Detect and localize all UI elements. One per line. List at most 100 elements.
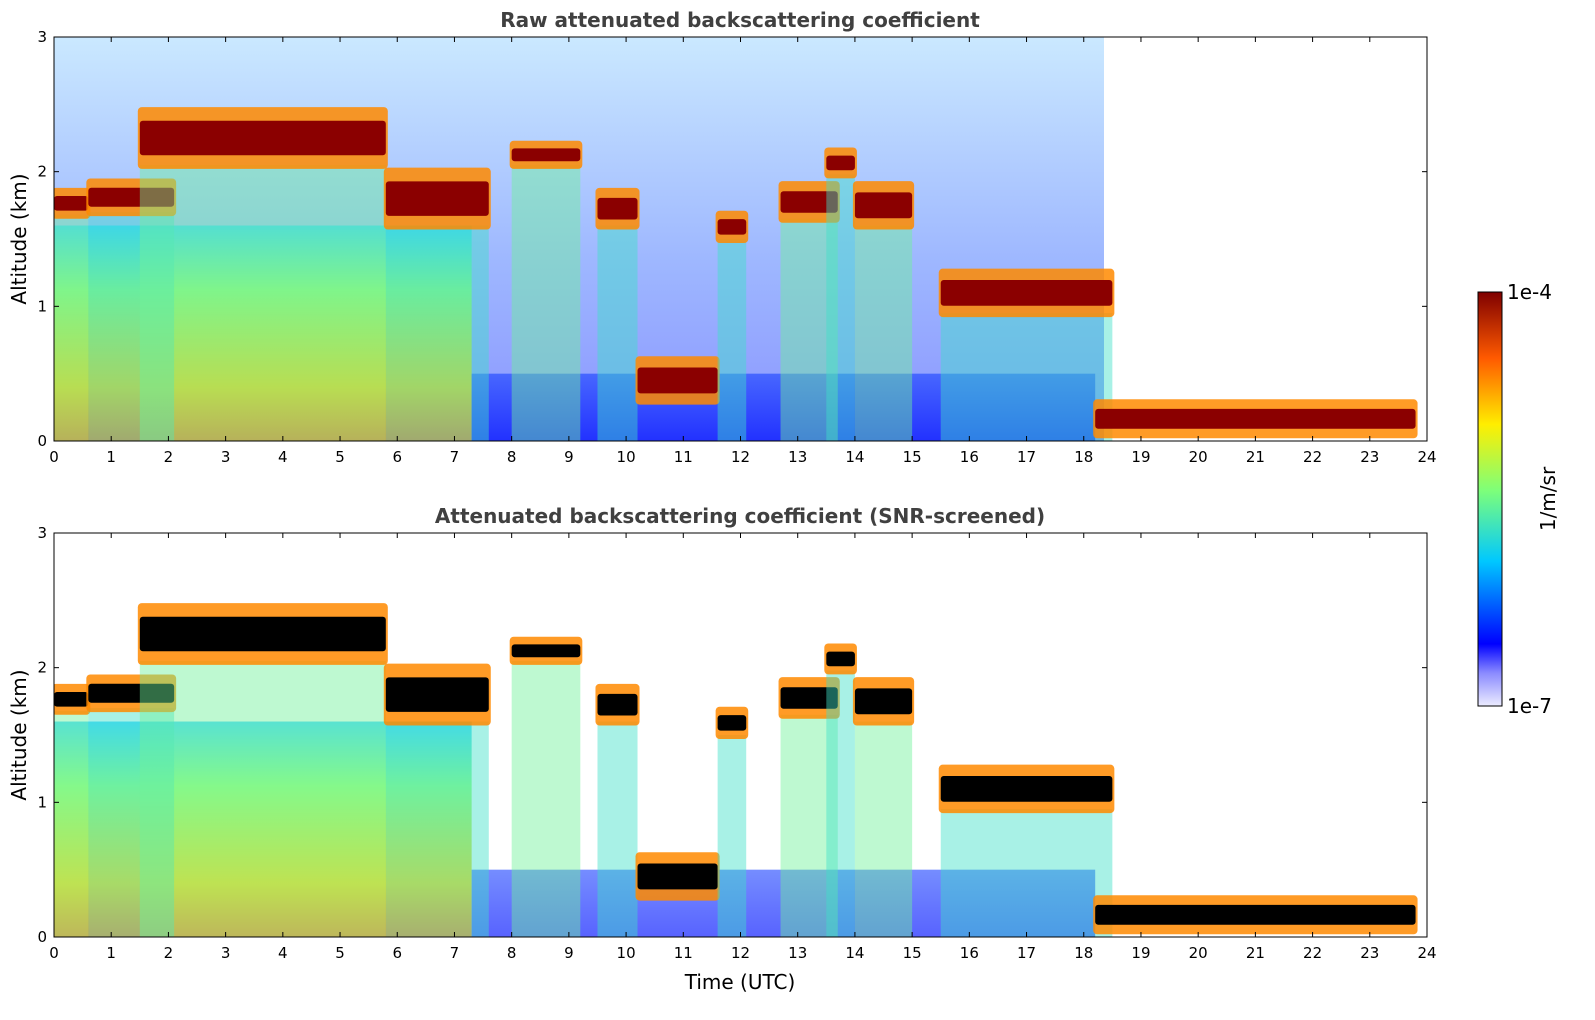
- bottom-cloud-layer: [385, 677, 489, 712]
- top-x-tick-label: 6: [392, 448, 402, 466]
- bottom-cloud-column: [826, 670, 855, 937]
- top-y-axis: 0 1 2 3: [37, 28, 1427, 450]
- x-axis-label: Time (UTC): [684, 970, 796, 994]
- top-chart-title: Raw attenuated backscattering coefficien…: [500, 8, 980, 32]
- bottom-y-tick-label: 2: [37, 659, 47, 677]
- colorbar-max-label: 1e-4: [1507, 280, 1552, 304]
- top-cloud-column: [826, 174, 855, 441]
- bottom-x-tick-label: 18: [1074, 944, 1093, 962]
- top-y-tick-label: 2: [37, 163, 47, 181]
- top-x-tick-label: 19: [1131, 448, 1150, 466]
- bottom-x-axis: 0 1 2 3 4 5 6 7 8 9 10 11 12 13 14 15 16 17 18 19 20 21 22 23 24: [49, 533, 1437, 962]
- bottom-cloud-column: [139, 660, 386, 937]
- top-x-tick-label: 21: [1246, 448, 1265, 466]
- top-plot-area: [54, 37, 1427, 441]
- top-lowlevel-region: [471, 373, 1096, 441]
- top-x-tick-label: 8: [507, 448, 517, 466]
- bottom-x-tick-label: 0: [49, 944, 59, 962]
- bottom-x-tick-label: 12: [731, 944, 750, 962]
- bottom-x-tick-label: 11: [674, 944, 693, 962]
- bottom-x-tick-label: 22: [1303, 944, 1322, 962]
- top-x-tick-label: 1: [106, 448, 116, 466]
- bottom-cloud-column: [511, 660, 581, 937]
- bottom-cloud-layer: [780, 687, 838, 709]
- bottom-cloud-layer: [854, 688, 913, 715]
- top-heatmap-layers: [54, 107, 1418, 441]
- bottom-y-axis: 0 1 2 3: [37, 524, 1427, 946]
- top-x-tick-label: 16: [960, 448, 979, 466]
- bottom-cloud-layer: [597, 693, 638, 716]
- bottom-cloud-column: [940, 809, 1113, 937]
- bottom-x-tick-label: 20: [1189, 944, 1208, 962]
- top-cloud-column: [511, 164, 581, 441]
- bottom-x-tick-label: 23: [1360, 944, 1379, 962]
- bottom-x-tick-label: 8: [507, 944, 517, 962]
- bottom-x-tick-label: 4: [278, 944, 288, 962]
- bottom-cloud-layer: [637, 863, 718, 890]
- top-cloud-column: [88, 212, 175, 441]
- bottom-cloud-layer: [88, 683, 175, 703]
- top-x-tick-label: 11: [674, 448, 693, 466]
- bottom-x-tick-label: 14: [845, 944, 864, 962]
- bottom-cloud-column: [88, 708, 175, 937]
- top-cloud-column: [597, 225, 638, 441]
- bottom-x-tick-label: 16: [960, 944, 979, 962]
- top-cloud-layer: [511, 148, 581, 162]
- top-cloud-column: [717, 239, 747, 441]
- bottom-x-tick-label: 15: [903, 944, 922, 962]
- top-cloud-layer: [139, 120, 386, 156]
- top-x-tick-label: 22: [1303, 448, 1322, 466]
- top-x-tick-label: 20: [1189, 448, 1208, 466]
- bottom-y-axis-label: Altitude (km): [7, 669, 31, 800]
- top-x-axis: 0 1 2 3 4 5 6 7 8 9 10 11 12 13 14 15 16 17 18 19 20 21 22 23 24: [49, 37, 1437, 466]
- bottom-x-tick-label: 6: [392, 944, 402, 962]
- top-cloud-column: [940, 313, 1113, 441]
- top-cloud-column: [385, 225, 489, 441]
- top-x-tick-label: 23: [1360, 448, 1379, 466]
- bottom-cloud-layer: [139, 616, 386, 652]
- top-x-tick-label: 13: [788, 448, 807, 466]
- top-cloud-layer: [88, 187, 175, 207]
- top-cloud-layer: [385, 181, 489, 216]
- colorbar-gradient: [1477, 291, 1503, 707]
- top-x-tick-label: 17: [1017, 448, 1036, 466]
- bottom-cloud-column: [597, 721, 638, 937]
- top-x-tick-label: 18: [1074, 448, 1093, 466]
- bottom-cloud-column: [854, 721, 913, 937]
- top-cloud-column: [854, 225, 913, 441]
- top-x-tick-label: 0: [49, 448, 59, 466]
- bottom-cloud-column: [717, 735, 747, 937]
- top-aerosol-region: [54, 225, 472, 441]
- top-cloud-layer: [1095, 408, 1416, 429]
- top-x-tick-label: 24: [1417, 448, 1436, 466]
- bottom-x-tick-label: 1: [106, 944, 116, 962]
- bottom-cloud-column: [385, 721, 489, 937]
- bottom-y-tick-label: 3: [37, 524, 47, 542]
- top-sparse-region: [1104, 37, 1427, 441]
- colorbar: 1e-4 1e-7 1/m/sr: [1477, 280, 1560, 718]
- bottom-heatmap-layers: [54, 603, 1418, 937]
- top-cloud-layer: [854, 192, 913, 219]
- colorbar-unit-label: 1/m/sr: [1536, 466, 1560, 531]
- bottom-x-tick-label: 13: [788, 944, 807, 962]
- top-x-tick-label: 10: [617, 448, 636, 466]
- bottom-x-tick-label: 7: [450, 944, 460, 962]
- bottom-lowlevel-region: [471, 869, 1096, 937]
- top-x-tick-label: 4: [278, 448, 288, 466]
- top-cloud-layer: [826, 155, 855, 171]
- top-cloud-layer: [940, 279, 1113, 306]
- bottom-x-tick-label: 2: [164, 944, 174, 962]
- top-y-tick-label: 0: [37, 432, 47, 450]
- top-cloud-layer: [637, 367, 718, 394]
- bottom-x-tick-label: 9: [564, 944, 574, 962]
- bottom-x-tick-label: 17: [1017, 944, 1036, 962]
- colorbar-min-label: 1e-7: [1507, 694, 1552, 718]
- bottom-y-tick-label: 1: [37, 793, 47, 811]
- top-cloud-layer: [717, 219, 747, 235]
- bottom-cloud-column: [54, 710, 89, 937]
- top-x-tick-label: 9: [564, 448, 574, 466]
- top-y-axis-label: Altitude (km): [7, 173, 31, 304]
- top-cloud-layer: [597, 197, 638, 220]
- bottom-cloud-column: [780, 714, 838, 937]
